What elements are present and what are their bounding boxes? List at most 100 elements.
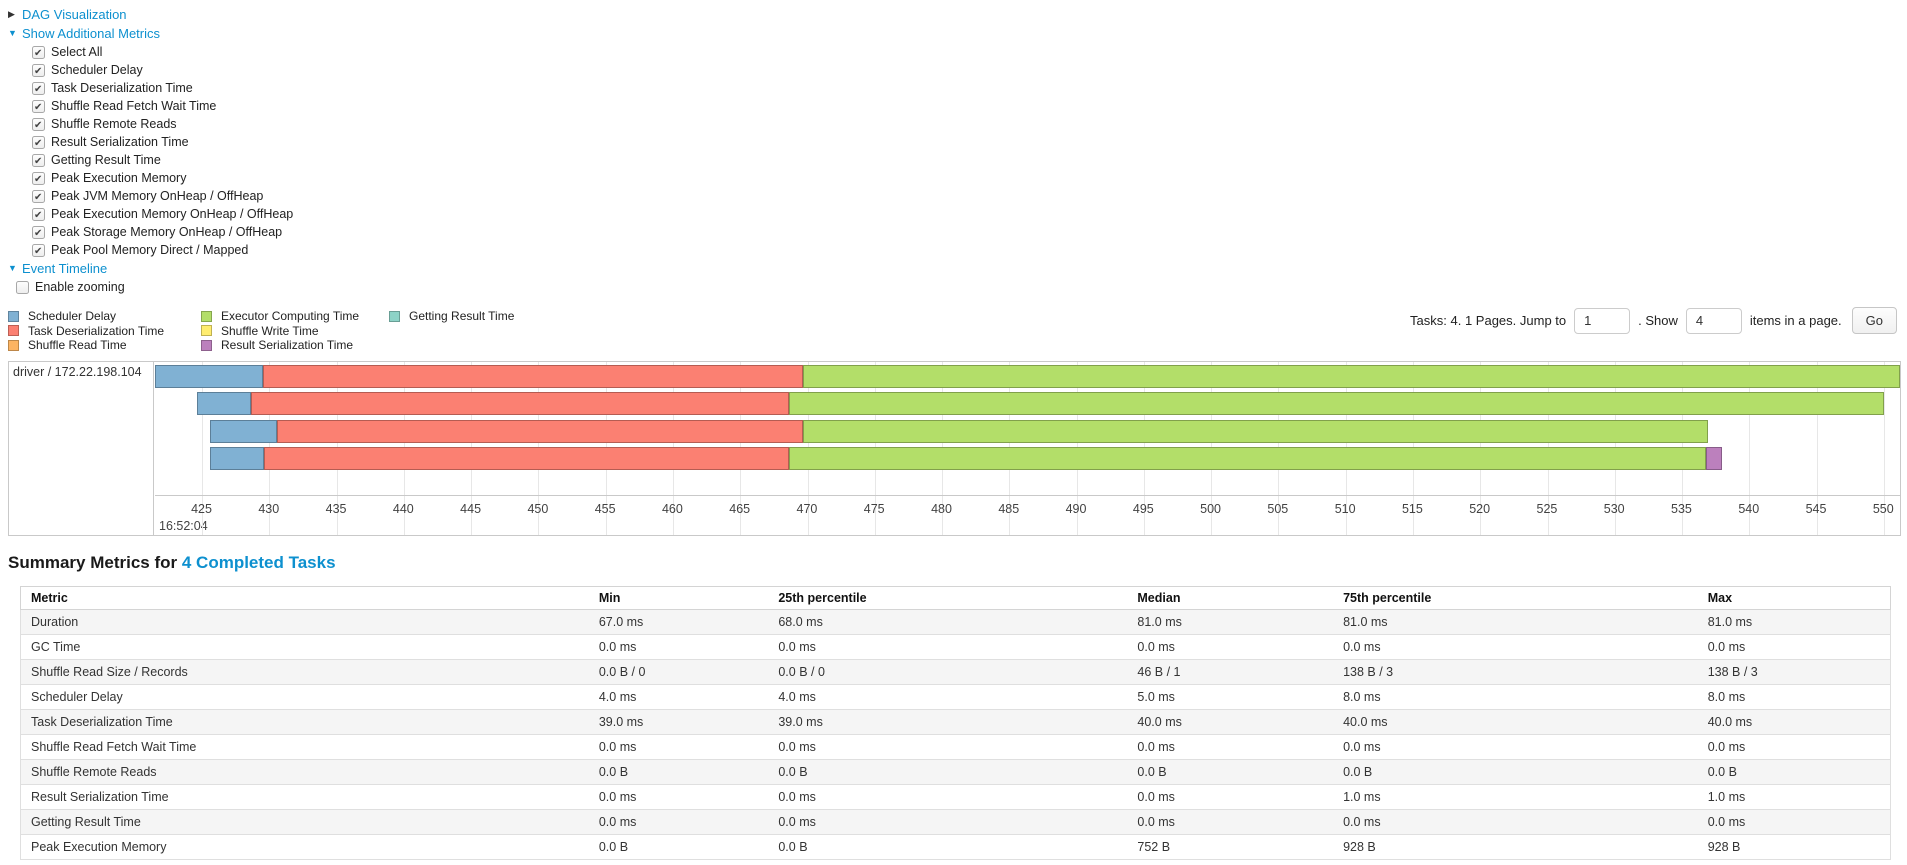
metric-value-cell: 0.0 ms	[770, 734, 1130, 760]
timeline-bar-task-0-executor-computing[interactable]	[803, 365, 1900, 388]
axis-tick-line	[942, 496, 944, 535]
metric-checkbox[interactable]	[32, 171, 45, 189]
items-in-page-text: items in a page.	[1749, 313, 1842, 328]
event-timeline-toggle[interactable]: ▼ Event Timeline	[8, 259, 1907, 278]
table-row: Shuffle Remote Reads 0.0 B 0.0 B 0.0 B 0.0 B…	[19, 759, 1891, 785]
legend-label: Task Deserialization Time	[28, 323, 165, 338]
timeline-bar-task-3-scheduler-delay[interactable]	[210, 447, 264, 471]
metric-checkbox-row[interactable]: Shuffle Remote Reads	[8, 115, 1907, 135]
metric-value-cell: 0.0 ms	[1699, 809, 1891, 835]
metric-checkbox[interactable]	[32, 63, 45, 81]
axis-tick-label: 440	[392, 502, 414, 516]
metric-checkbox-row[interactable]: Select All	[8, 43, 1907, 63]
dag-visualization-label: DAG Visualization	[22, 7, 127, 22]
legend-column: Getting Result Time	[389, 309, 514, 353]
metric-value-cell: 0.0 ms	[590, 734, 771, 760]
metric-checkbox[interactable]	[32, 243, 45, 261]
axis-tick-line	[1547, 496, 1549, 535]
timeline-bar-task-1-scheduler-delay[interactable]	[196, 392, 251, 416]
metric-checkbox-label: Peak Storage Memory OnHeap / OffHeap	[51, 225, 283, 239]
legend-label: Result Serialization Time	[221, 338, 354, 353]
timeline-bar-task-0-scheduler-delay[interactable]	[155, 365, 263, 388]
metric-checkbox-row[interactable]: Peak Pool Memory Direct / Mapped	[8, 241, 1907, 261]
timeline-bar-task-1-executor-computing[interactable]	[788, 392, 1884, 416]
metric-checkbox-row[interactable]: Shuffle Read Fetch Wait Time	[8, 97, 1907, 117]
timeline-bar-task-3-result-serialization[interactable]	[1706, 447, 1723, 471]
metric-value-cell: 46 B / 1	[1129, 659, 1336, 685]
go-button[interactable]: Go	[1851, 307, 1897, 334]
metric-checkbox[interactable]	[32, 225, 45, 243]
axis-tick-line	[471, 496, 473, 535]
summary-metrics-table: Metric Min 25th percentile Median 75th perce…	[19, 586, 1891, 860]
axis-tick-label: 480	[931, 502, 952, 516]
metric-checkbox[interactable]	[32, 153, 45, 171]
metric-value-cell: 0.0 ms	[1699, 734, 1891, 760]
timeline-bar-task-1-task-deserialization[interactable]	[250, 392, 789, 416]
metric-checkbox[interactable]	[32, 135, 45, 153]
metric-checkbox[interactable]	[32, 189, 45, 207]
executor-label: driver / 172.22.198.104	[13, 365, 142, 379]
metric-value-cell: 0.0 B	[1335, 759, 1700, 785]
metric-checkbox-row[interactable]: Scheduler Delay	[8, 61, 1907, 81]
summary-metrics-title: Summary Metrics for 4 Completed Tasks	[8, 553, 1907, 573]
metric-checkbox-row[interactable]: Result Serialization Time	[8, 133, 1907, 153]
dag-visualization-toggle[interactable]: ▶ DAG Visualization	[8, 5, 1907, 24]
jump-to-page-input[interactable]	[1574, 307, 1631, 334]
metric-checkbox-row[interactable]: Getting Result Time	[8, 151, 1907, 171]
metric-name-cell: Shuffle Remote Reads	[19, 759, 591, 785]
axis-tick-label: 460	[661, 502, 683, 516]
legend-swatch	[8, 325, 19, 337]
metric-value-cell: 0.0 ms	[1129, 784, 1336, 810]
timeline-bar-task-0-task-deserialization[interactable]	[262, 365, 804, 388]
timeline-bar-task-3-executor-computing[interactable]	[788, 447, 1707, 471]
metric-name-cell: Shuffle Read Size / Records	[19, 659, 591, 685]
metric-checkbox-row[interactable]: Peak Execution Memory	[8, 169, 1907, 189]
metric-checkbox-row[interactable]: Peak Storage Memory OnHeap / OffHeap	[8, 223, 1907, 243]
show-additional-metrics-toggle[interactable]: ▼ Show Additional Metrics	[8, 24, 1907, 43]
enable-zooming-checkbox[interactable]	[16, 280, 29, 294]
metric-value-cell: 1.0 ms	[1699, 784, 1891, 810]
axis-tick-line	[1614, 496, 1616, 535]
metric-checkbox[interactable]	[32, 207, 45, 225]
axis-tick-line	[1143, 496, 1145, 535]
legend-item: Task Deserialization Time	[8, 324, 201, 339]
timeline-bar-task-2-task-deserialization[interactable]	[277, 419, 804, 443]
metric-checkbox-label: Result Serialization Time	[51, 135, 189, 149]
metric-value-cell: 0.0 ms	[770, 634, 1130, 660]
metric-value-cell: 752 B	[1129, 834, 1336, 860]
metric-checkbox[interactable]	[32, 45, 45, 63]
metric-checkbox-label: Getting Result Time	[51, 153, 161, 167]
metric-value-cell: 0.0 ms	[1335, 634, 1700, 660]
metric-checkbox-row[interactable]: Task Deserialization Time	[8, 79, 1907, 99]
axis-tick-label: 470	[796, 502, 818, 516]
axis-tick-label: 430	[258, 502, 280, 516]
axis-tick-line	[1076, 496, 1078, 535]
metric-checkbox-row[interactable]: Peak Execution Memory OnHeap / OffHeap	[8, 205, 1907, 225]
metric-value-cell: 138 B / 3	[1699, 659, 1891, 685]
axis-tick-label: 450	[527, 502, 549, 516]
timeline-bar-task-2-executor-computing[interactable]	[803, 419, 1708, 443]
event-timeline-chart: driver / 172.22.198.104 16:52:04 425 430 4…	[8, 361, 1901, 536]
legend-item: Executor Computing Time	[201, 309, 389, 324]
metric-checkbox[interactable]	[32, 117, 45, 135]
axis-tick-label: 505	[1267, 502, 1289, 516]
timeline-bar-task-2-scheduler-delay[interactable]	[210, 419, 278, 443]
show-text: . Show	[1638, 313, 1678, 328]
completed-tasks-link[interactable]: 4 Completed Tasks	[181, 553, 336, 572]
timeline-bar-task-3-task-deserialization[interactable]	[263, 447, 789, 471]
axis-tick-label: 495	[1132, 502, 1154, 516]
metric-name-cell: Scheduler Delay	[19, 684, 591, 710]
metric-checkbox-row[interactable]: Peak JVM Memory OnHeap / OffHeap	[8, 187, 1907, 207]
axis-tick-line	[336, 496, 338, 535]
enable-zooming-row[interactable]: Enable zooming	[8, 278, 1907, 296]
metric-value-cell: 0.0 ms	[590, 809, 771, 835]
metric-checkbox[interactable]	[32, 99, 45, 117]
items-per-page-input[interactable]	[1685, 307, 1742, 334]
gridline	[202, 362, 204, 495]
executor-label-column: driver / 172.22.198.104	[9, 362, 154, 535]
axis-tick-label: 500	[1200, 502, 1221, 516]
legend-swatch	[389, 310, 400, 322]
table-row: Shuffle Read Fetch Wait Time 0.0 ms 0.0 ms…	[19, 734, 1891, 760]
legend-swatch	[8, 339, 19, 351]
metric-checkbox[interactable]	[32, 81, 45, 99]
